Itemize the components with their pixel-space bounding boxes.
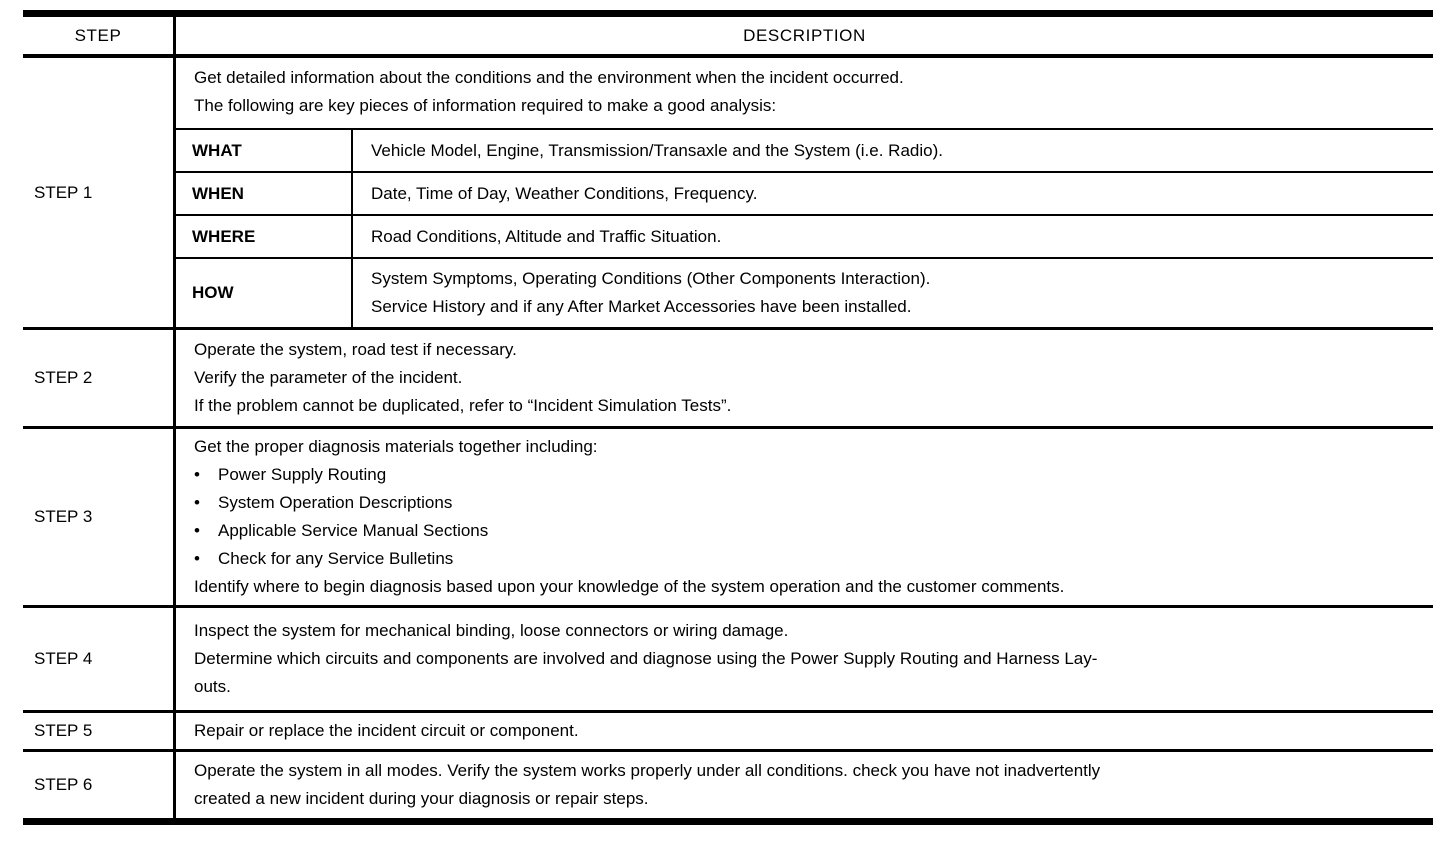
step-label: STEP 1 — [23, 58, 176, 327]
sub-key: WHAT — [176, 130, 353, 171]
step-label: STEP 4 — [23, 608, 176, 710]
sub-row-where: WHERE Road Conditions, Altitude and Traf… — [176, 214, 1433, 257]
text-line: Inspect the system for mechanical bindin… — [194, 621, 789, 640]
table-row-step-3: STEP 3 Get the proper diagnosis material… — [23, 429, 1433, 608]
step-column-header: STEP — [23, 17, 176, 54]
text-line: Get the proper diagnosis materials toget… — [194, 437, 598, 456]
sub-key: HOW — [176, 259, 353, 327]
description-cell: Operate the system, road test if necessa… — [176, 330, 1433, 426]
description-cell: Operate the system in all modes. Verify … — [176, 752, 1433, 818]
sub-value: Road Conditions, Altitude and Traffic Si… — [353, 216, 1433, 257]
text-line: created a new incident during your diagn… — [194, 789, 649, 808]
bullet-text: Applicable Service Manual Sections — [218, 521, 489, 540]
description-cell: Get the proper diagnosis materials toget… — [176, 429, 1433, 605]
sub-key: WHEN — [176, 173, 353, 214]
text-line: Operate the system in all modes. Verify … — [194, 761, 1101, 780]
incident-info-subtable: WHAT Vehicle Model, Engine, Transmission… — [176, 128, 1433, 327]
text-line: Vehicle Model, Engine, Transmission/Tran… — [371, 140, 943, 160]
step-label: STEP 3 — [23, 429, 176, 605]
text-line: Verify the parameter of the incident. — [194, 368, 463, 387]
bullet-text: Power Supply Routing — [218, 465, 387, 484]
bullet-text: System Operation Descriptions — [218, 493, 453, 512]
bullet-item: • System Operation Descriptions — [194, 489, 1415, 517]
sub-value: System Symptoms, Operating Conditions (O… — [353, 259, 1433, 327]
bullet-icon: • — [194, 549, 200, 568]
bullet-text: Check for any Service Bulletins — [218, 549, 454, 568]
text-line: outs. — [194, 677, 231, 696]
step-label: STEP 2 — [23, 330, 176, 426]
text-line: Identify where to begin diagnosis based … — [194, 577, 1065, 596]
table-header-row: STEP DESCRIPTION — [23, 17, 1433, 58]
text-line: Operate the system, road test if necessa… — [194, 340, 517, 359]
text-line: If the problem cannot be duplicated, ref… — [194, 396, 732, 415]
text-line: Determine which circuits and components … — [194, 649, 1098, 668]
table-row-step-1: STEP 1 Get detailed information about th… — [23, 58, 1433, 330]
step1-intro: Get detailed information about the condi… — [176, 58, 1433, 128]
sub-row-what: WHAT Vehicle Model, Engine, Transmission… — [176, 130, 1433, 171]
text-line: System Symptoms, Operating Conditions (O… — [371, 269, 931, 288]
step-label: STEP 6 — [23, 752, 176, 818]
bullet-item: • Power Supply Routing — [194, 461, 1415, 489]
text-line: The following are key pieces of informat… — [194, 96, 777, 115]
table-row-step-5: STEP 5 Repair or replace the incident ci… — [23, 713, 1433, 752]
sub-row-when: WHEN Date, Time of Day, Weather Conditio… — [176, 171, 1433, 214]
text-line: Repair or replace the incident circuit o… — [194, 721, 579, 740]
description-column-header: DESCRIPTION — [743, 25, 866, 45]
table-row-step-2: STEP 2 Operate the system, road test if … — [23, 330, 1433, 429]
diagnosis-steps-table: STEP DESCRIPTION STEP 1 Get detailed inf… — [23, 10, 1433, 825]
table-row-step-4: STEP 4 Inspect the system for mechanical… — [23, 608, 1433, 713]
bullet-item: • Applicable Service Manual Sections — [194, 517, 1415, 545]
text-line: Date, Time of Day, Weather Conditions, F… — [371, 183, 758, 203]
bullet-item: • Check for any Service Bulletins — [194, 545, 1415, 573]
sub-row-how: HOW System Symptoms, Operating Condition… — [176, 257, 1433, 327]
step-label: STEP 5 — [23, 713, 176, 749]
description-cell: Repair or replace the incident circuit o… — [176, 713, 1433, 749]
bullet-icon: • — [194, 465, 200, 484]
description-cell: Inspect the system for mechanical bindin… — [176, 608, 1433, 710]
text-line: Get detailed information about the condi… — [194, 68, 904, 87]
bullet-icon: • — [194, 493, 200, 512]
text-line: Service History and if any After Market … — [371, 297, 912, 316]
description-cell: Get detailed information about the condi… — [176, 58, 1433, 327]
sub-value: Date, Time of Day, Weather Conditions, F… — [353, 173, 1433, 214]
table-row-step-6: STEP 6 Operate the system in all modes. … — [23, 752, 1433, 818]
sub-value: Vehicle Model, Engine, Transmission/Tran… — [353, 130, 1433, 171]
bullet-icon: • — [194, 521, 200, 540]
text-line: Road Conditions, Altitude and Traffic Si… — [371, 226, 722, 246]
sub-key: WHERE — [176, 216, 353, 257]
